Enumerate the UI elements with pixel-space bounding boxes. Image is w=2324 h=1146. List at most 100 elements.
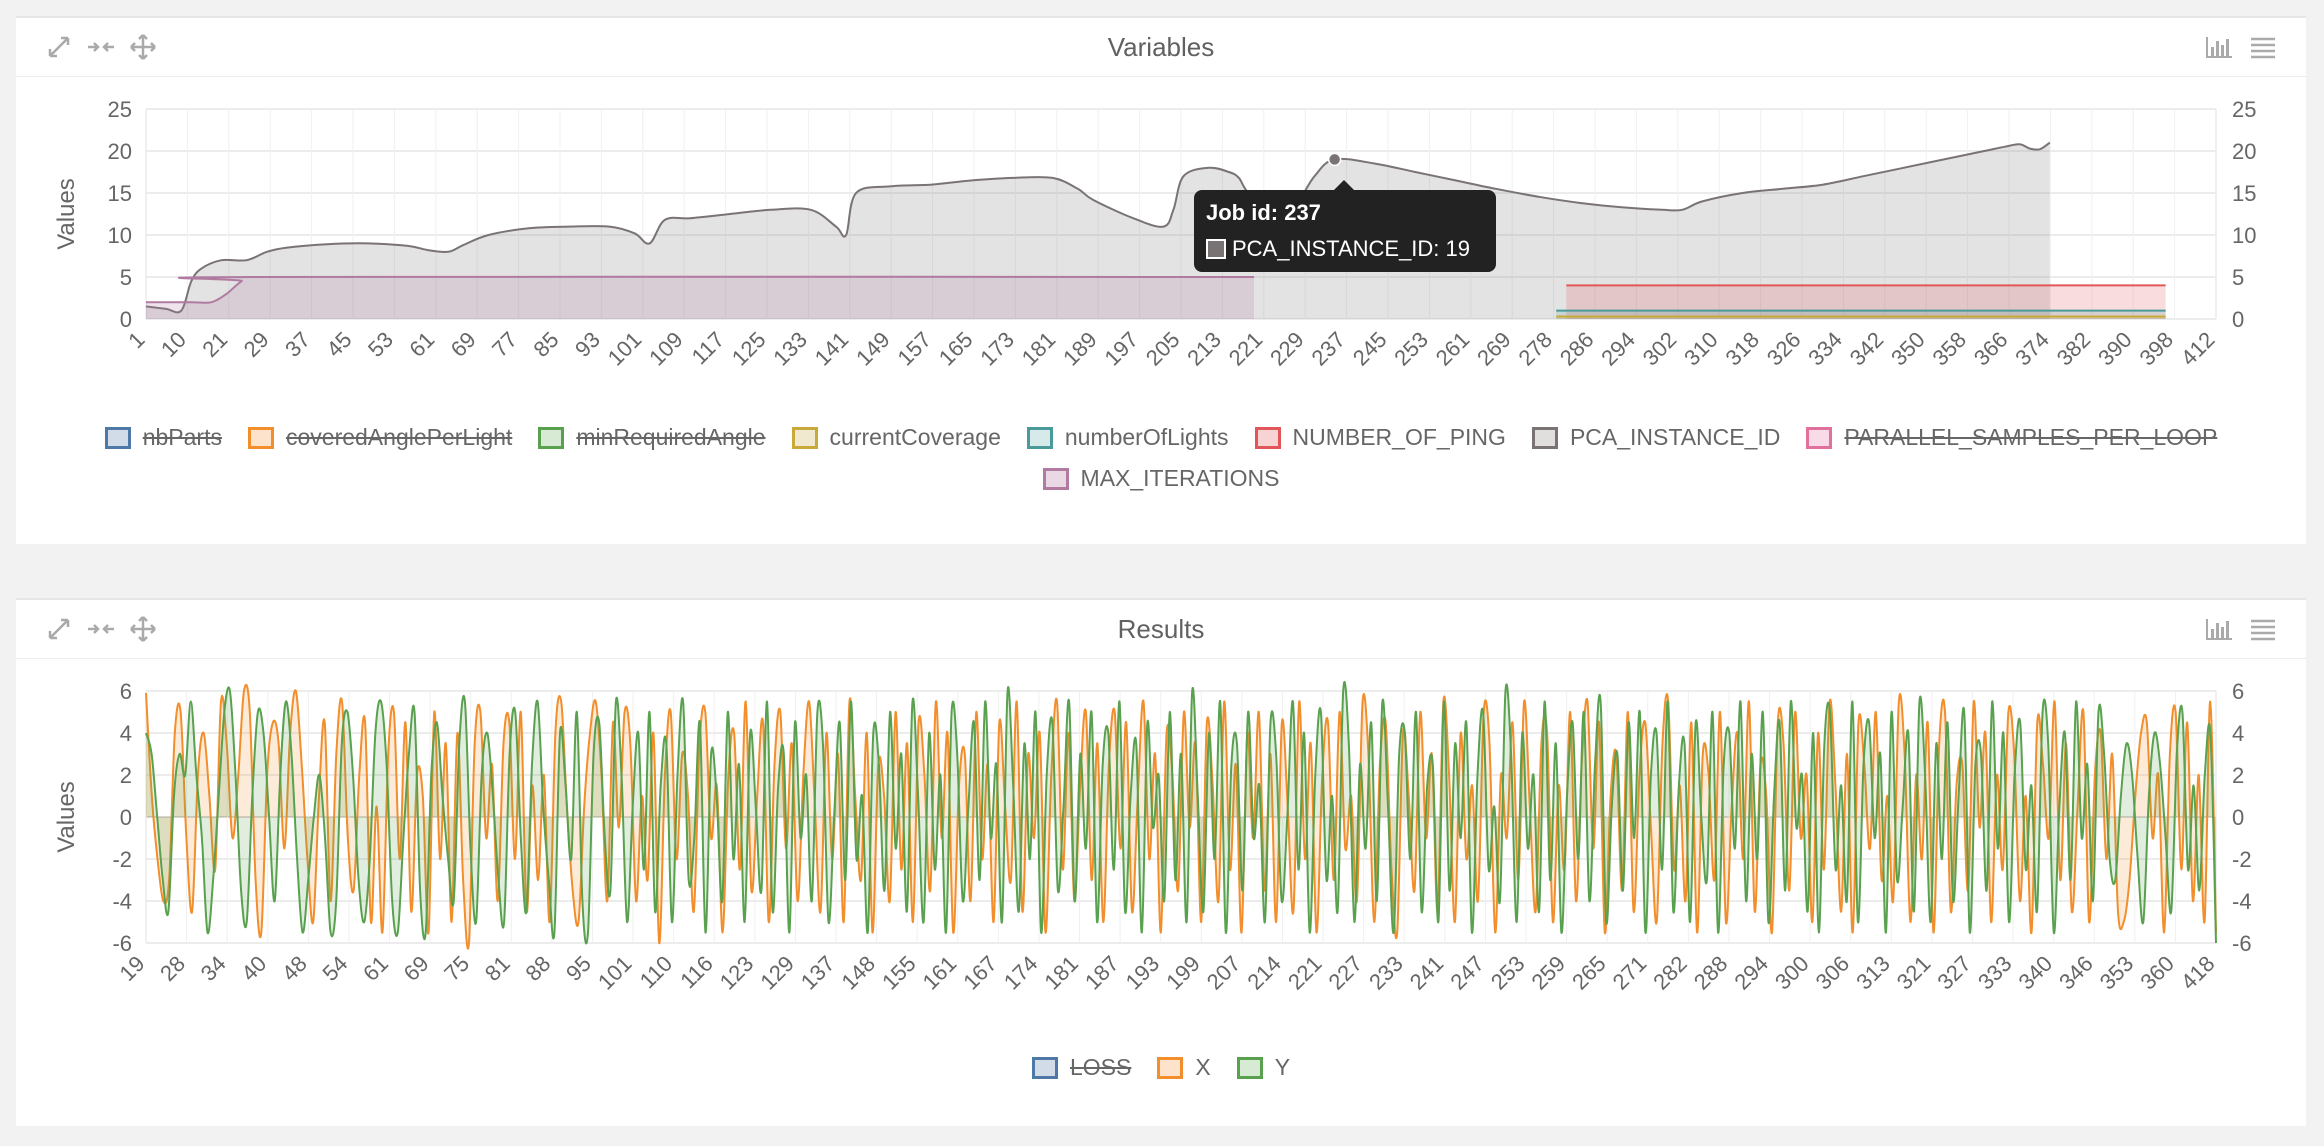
x-tick-label: 181 — [1039, 951, 1083, 995]
x-tick-label: 189 — [1058, 327, 1102, 371]
y-tick-label-right: 20 — [2232, 139, 2256, 164]
y-tick-label: 4 — [120, 721, 132, 746]
x-tick-label: 157 — [892, 327, 936, 371]
legend-label: numberOfLights — [1064, 424, 1229, 450]
legend-label: PCA_INSTANCE_ID — [1569, 424, 1781, 450]
x-tick-label: 45 — [322, 327, 357, 362]
x-tick-label: 294 — [1596, 327, 1640, 371]
x-tick-label: 261 — [1431, 327, 1475, 371]
legend-item[interactable]: coveredAnglePerLight — [247, 424, 512, 451]
x-tick-label: 193 — [1121, 951, 1165, 995]
x-tick-label: 310 — [1679, 327, 1723, 371]
x-tick-label: 214 — [1242, 951, 1286, 995]
results-chart[interactable]: -6 -6 -4 -4 -2 -2 0 0 2 2 4 4 6 6 Values 19 28 34 40 48 54 61… — [16, 600, 2306, 1128]
legend-item[interactable]: Y — [1236, 1054, 1290, 1081]
legend-swatch — [104, 426, 131, 449]
x-tick-label: 165 — [934, 327, 978, 371]
legend-item[interactable]: PARALLEL_SAMPLES_PER_LOOP — [1806, 424, 2217, 451]
x-tick-label: 34 — [196, 951, 231, 986]
x-tick-label: 313 — [1851, 951, 1895, 995]
x-tick-label: 221 — [1224, 327, 1268, 371]
legend-item[interactable]: numberOfLights — [1026, 424, 1229, 451]
x-tick-label: 37 — [280, 327, 315, 362]
series-line-Y — [145, 681, 2217, 945]
bar-chart-icon[interactable] — [2204, 32, 2234, 62]
bar-chart-icon[interactable] — [2204, 614, 2234, 644]
x-tick-label: 110 — [635, 951, 677, 993]
collapse-icon[interactable] — [86, 614, 116, 644]
legend-swatch — [538, 426, 565, 449]
legend-swatch — [1236, 1056, 1263, 1079]
y-tick-label-right: 0 — [2232, 307, 2244, 332]
series-line-PCA_INSTANCE_ID — [145, 141, 2051, 314]
legend-item[interactable]: currentCoverage — [791, 424, 1001, 451]
legend-swatch — [1254, 426, 1281, 449]
x-tick-label: 61 — [358, 951, 393, 986]
legend-swatch — [1157, 1056, 1184, 1079]
menu-icon[interactable] — [2248, 32, 2278, 62]
variables-panel-header: Variables — [16, 18, 2306, 77]
tooltip-title: Job id: 237 — [1206, 200, 1321, 225]
x-tick-label: 327 — [1932, 951, 1976, 995]
legend-swatch — [247, 426, 274, 449]
hover-point — [1327, 152, 1342, 167]
x-tick-label: 346 — [2054, 951, 2098, 995]
y-tick-label: 15 — [108, 181, 132, 206]
legend-swatch — [1026, 426, 1053, 449]
move-icon[interactable] — [128, 614, 158, 644]
x-tick-label: 318 — [1720, 327, 1764, 371]
variables-panel: Variables 0 0 5 5 10 10 15 15 20 20 25 25 Values 1 10 2… — [16, 16, 2306, 544]
x-tick-label: 21 — [197, 327, 232, 362]
x-tick-label: 187 — [1080, 951, 1124, 995]
legend-item[interactable]: MAX_ITERATIONS — [1042, 465, 1279, 492]
legend-item[interactable]: nbParts — [104, 424, 222, 451]
x-tick-label: 342 — [1845, 327, 1889, 371]
x-tick-label: 282 — [1648, 951, 1692, 995]
panel-title: Variables — [1107, 32, 1215, 62]
legend-item[interactable]: NUMBER_OF_PING — [1254, 424, 1506, 451]
y-tick-label: 10 — [108, 223, 132, 248]
move-icon[interactable] — [128, 32, 158, 62]
legend-swatch — [791, 426, 818, 449]
tooltip-label: PCA_INSTANCE_ID: 19 — [1232, 236, 1471, 261]
x-tick-label: 382 — [2052, 327, 2096, 371]
y-tick-label-right: 5 — [2232, 265, 2244, 290]
x-tick-label: 259 — [1526, 951, 1570, 995]
legend-item[interactable]: X — [1157, 1054, 1211, 1081]
y-tick-label: -4 — [112, 889, 132, 914]
y-tick-label: -6 — [112, 931, 132, 956]
expand-icon[interactable] — [44, 32, 74, 62]
legend-swatch — [1531, 426, 1558, 449]
legend-swatch — [1031, 1056, 1058, 1079]
x-tick-label: 116 — [675, 951, 717, 993]
legend-item[interactable]: PCA_INSTANCE_ID — [1531, 424, 1781, 451]
x-tick-label: 227 — [1324, 951, 1368, 995]
x-tick-label: 366 — [1969, 327, 2013, 371]
x-tick-label: 69 — [399, 951, 434, 986]
x-tick-label: 141 — [810, 327, 854, 371]
menu-icon[interactable] — [2248, 614, 2278, 644]
x-tick-label: 95 — [561, 951, 596, 986]
x-tick-label: 353 — [2095, 951, 2139, 995]
y-tick-label: 0 — [120, 805, 132, 830]
x-tick-label: 286 — [1555, 327, 1599, 371]
legend-item[interactable]: minRequiredAngle — [538, 424, 766, 451]
collapse-icon[interactable] — [86, 32, 116, 62]
x-tick-label: 247 — [1445, 951, 1489, 995]
x-tick-label: 10 — [156, 327, 191, 362]
x-tick-label: 213 — [1182, 327, 1226, 371]
expand-icon[interactable] — [44, 614, 74, 644]
x-tick-label: 390 — [2093, 327, 2137, 371]
legend-item[interactable]: LOSS — [1031, 1054, 1132, 1081]
legend-label: LOSS — [1069, 1054, 1132, 1080]
x-tick-label: 54 — [317, 951, 352, 986]
y-axis-label: Values — [53, 781, 80, 853]
legend-swatch — [1806, 426, 1833, 449]
x-tick-label: 85 — [529, 327, 564, 362]
y-tick-label: 6 — [120, 679, 132, 704]
series-line-MAX_ITERATIONS — [146, 275, 1255, 304]
x-tick-label: 358 — [1927, 327, 1971, 371]
x-tick-label: 269 — [1472, 327, 1516, 371]
x-tick-label: 197 — [1099, 327, 1143, 371]
